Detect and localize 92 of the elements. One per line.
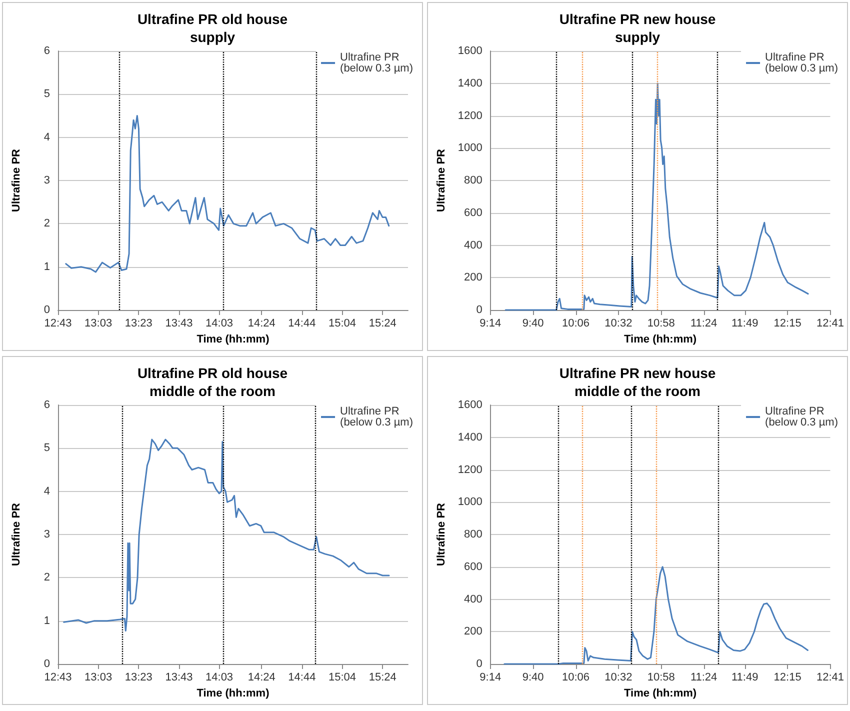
x-tick-label: 10:06 bbox=[562, 672, 590, 684]
x-tick-label: 12:43 bbox=[44, 672, 72, 684]
y-axis-title: Ultrafine PR bbox=[436, 502, 448, 566]
x-tick-label: 12:41 bbox=[816, 672, 844, 684]
y-tick-label: 5 bbox=[44, 88, 50, 100]
x-tick-label: 14:44 bbox=[288, 318, 316, 330]
x-axis-title: Time (hh:mm) bbox=[196, 333, 270, 346]
x-tick-label: 10:58 bbox=[647, 318, 675, 330]
x-tick-label: 14:44 bbox=[288, 672, 316, 684]
x-tick-label: 11:24 bbox=[690, 672, 718, 684]
x-tick-label: 9:14 bbox=[480, 318, 502, 330]
line-series bbox=[63, 438, 390, 632]
line-series bbox=[65, 115, 390, 273]
y-tick-label: 600 bbox=[464, 560, 482, 573]
line-series bbox=[504, 82, 809, 311]
y-tick-label: 200 bbox=[464, 272, 482, 284]
x-axis-title: Time (hh:mm) bbox=[624, 687, 697, 700]
x-tick-label: 13:43 bbox=[165, 672, 193, 684]
y-tick-label: 3 bbox=[44, 528, 50, 540]
y-tick-label: 600 bbox=[464, 206, 482, 219]
y-tick-label: 0 bbox=[476, 304, 482, 316]
y-axis-title: Ultrafine PR bbox=[436, 148, 448, 212]
y-tick-label: 4 bbox=[44, 485, 50, 498]
x-tick-label: 10:32 bbox=[604, 672, 632, 684]
line-series bbox=[504, 566, 808, 665]
chart-subtitle: middle of the room bbox=[150, 383, 276, 399]
y-tick-label: 5 bbox=[44, 442, 50, 454]
x-tick-label: 11:49 bbox=[732, 318, 758, 330]
x-tick-label: 13:43 bbox=[165, 318, 193, 330]
y-tick-label: 400 bbox=[464, 239, 482, 252]
chart-title: Ultrafine PR old house bbox=[137, 11, 288, 27]
chart-subtitle: supply bbox=[190, 29, 236, 45]
x-tick-label: 14:03 bbox=[206, 672, 234, 684]
y-tick-label: 4 bbox=[44, 131, 50, 144]
y-tick-label: 0 bbox=[44, 304, 50, 316]
x-tick-label: 13:03 bbox=[84, 672, 112, 684]
x-axis-title: Time (hh:mm) bbox=[196, 687, 270, 700]
y-tick-label: 1 bbox=[44, 260, 50, 273]
x-tick-label: 13:03 bbox=[84, 318, 112, 330]
y-tick-label: 800 bbox=[464, 174, 482, 186]
y-tick-label: 1400 bbox=[458, 431, 482, 444]
y-tick-label: 6 bbox=[44, 45, 50, 57]
legend-label: Ultrafine PR (below 0.3 µm) bbox=[340, 52, 414, 74]
y-tick-label: 2 bbox=[44, 572, 50, 584]
x-axis-title: Time (hh:mm) bbox=[624, 333, 697, 346]
x-tick-label: 11:24 bbox=[690, 318, 718, 330]
x-tick-label: 10:32 bbox=[604, 318, 632, 330]
y-tick-label: 200 bbox=[464, 626, 482, 638]
x-tick-label: 11:49 bbox=[732, 672, 758, 684]
x-tick-label: 15:04 bbox=[328, 318, 356, 330]
x-tick-label: 13:23 bbox=[124, 318, 152, 330]
chart-subtitle: middle of the room bbox=[574, 383, 700, 399]
x-tick-label: 9:40 bbox=[522, 672, 544, 684]
x-tick-label: 15:24 bbox=[368, 672, 396, 684]
chart-title: Ultrafine PR old house bbox=[137, 365, 288, 381]
y-tick-label: 3 bbox=[44, 174, 50, 186]
chart-title: Ultrafine PR new house bbox=[559, 365, 716, 381]
x-tick-label: 9:40 bbox=[522, 318, 544, 330]
chart-subtitle: supply bbox=[614, 29, 660, 45]
y-axis-title: Ultrafine PR bbox=[10, 502, 22, 566]
y-tick-label: 400 bbox=[464, 593, 482, 606]
x-tick-label: 12:15 bbox=[774, 672, 802, 684]
x-tick-label: 12:15 bbox=[774, 318, 802, 330]
y-tick-label: 1 bbox=[44, 614, 50, 627]
y-tick-label: 800 bbox=[464, 528, 482, 540]
x-tick-label: 15:04 bbox=[328, 672, 356, 684]
x-tick-label: 15:24 bbox=[368, 318, 396, 330]
y-tick-label: 1000 bbox=[458, 496, 482, 508]
x-tick-label: 12:41 bbox=[816, 318, 844, 330]
legend-label: Ultrafine PR (below 0.3 µm) bbox=[340, 406, 414, 428]
chart-title: Ultrafine PR new house bbox=[559, 11, 716, 27]
y-tick-label: 1000 bbox=[458, 142, 482, 154]
x-tick-label: 10:58 bbox=[647, 672, 675, 684]
x-tick-label: 14:24 bbox=[248, 672, 276, 684]
y-tick-label: 1200 bbox=[458, 110, 482, 122]
legend-label: Ultrafine PR (below 0.3 µm) bbox=[765, 406, 838, 428]
y-tick-label: 1600 bbox=[458, 45, 482, 57]
y-tick-label: 1200 bbox=[458, 464, 482, 476]
x-tick-label: 13:23 bbox=[124, 672, 152, 684]
y-tick-label: 1400 bbox=[458, 77, 482, 90]
x-tick-label: 10:06 bbox=[562, 318, 590, 330]
y-tick-label: 0 bbox=[44, 658, 50, 670]
legend-label: Ultrafine PR (below 0.3 µm) bbox=[765, 52, 838, 74]
x-tick-label: 14:03 bbox=[206, 318, 234, 330]
x-tick-label: 12:43 bbox=[44, 318, 72, 330]
x-tick-label: 14:24 bbox=[248, 318, 276, 330]
y-axis-title: Ultrafine PR bbox=[10, 148, 22, 212]
y-tick-label: 6 bbox=[44, 399, 50, 411]
y-tick-label: 0 bbox=[476, 658, 482, 670]
y-tick-label: 1600 bbox=[458, 399, 482, 411]
y-tick-label: 2 bbox=[44, 218, 50, 230]
x-tick-label: 9:14 bbox=[480, 672, 502, 684]
